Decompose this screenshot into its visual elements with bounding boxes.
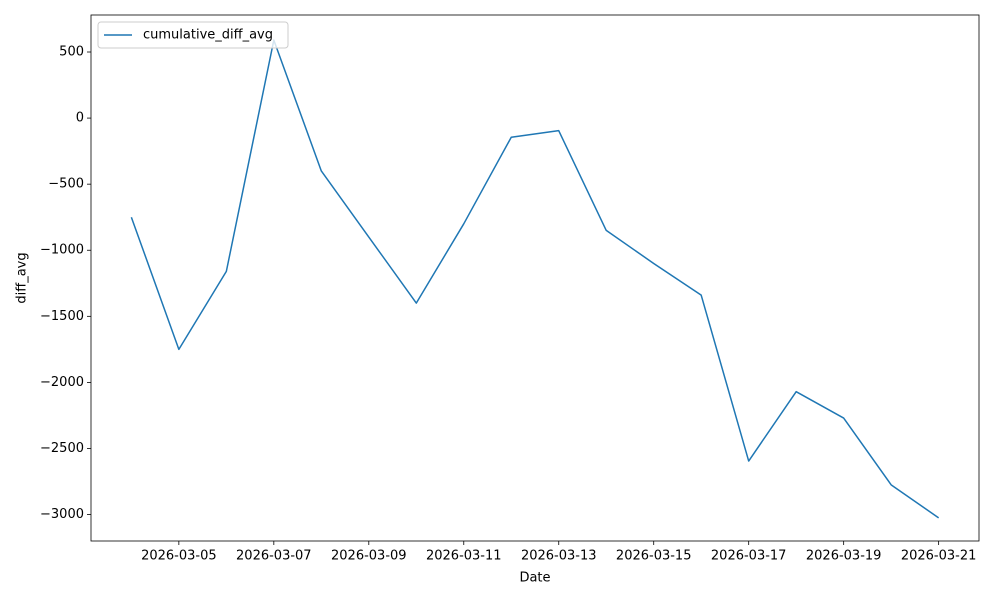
x-tick-label: 2026-03-19 xyxy=(806,549,882,564)
axes-frame xyxy=(90,14,980,542)
x-tick-label: 2026-03-11 xyxy=(426,549,502,564)
legend-label: cumulative_diff_avg xyxy=(143,28,273,43)
y-tick-label: −2500 xyxy=(40,441,84,456)
x-tick-label: 2026-03-05 xyxy=(141,549,217,564)
legend-box xyxy=(97,21,289,49)
x-axis-label: Date xyxy=(519,571,550,586)
y-tick-label: 0 xyxy=(76,111,84,126)
y-tick-label: −1000 xyxy=(40,243,84,258)
y-tick-label: −1500 xyxy=(40,309,84,324)
y-tick-label: 500 xyxy=(59,45,84,60)
y-tick-label: −3000 xyxy=(40,507,84,522)
line xyxy=(130,39,940,519)
x-tick-label: 2026-03-09 xyxy=(331,549,407,564)
x-tick-label: 2026-03-17 xyxy=(711,549,787,564)
x-tick-label: 2026-03-13 xyxy=(521,549,597,564)
y-axis-label: diff_avg xyxy=(15,252,30,303)
y-tick-label: −2000 xyxy=(40,375,84,390)
x-tick-label: 2026-03-07 xyxy=(236,549,312,564)
y-tick-label: −500 xyxy=(48,177,84,192)
x-tick-label: 2026-03-21 xyxy=(901,549,977,564)
x-tick-label: 2026-03-15 xyxy=(616,549,692,564)
